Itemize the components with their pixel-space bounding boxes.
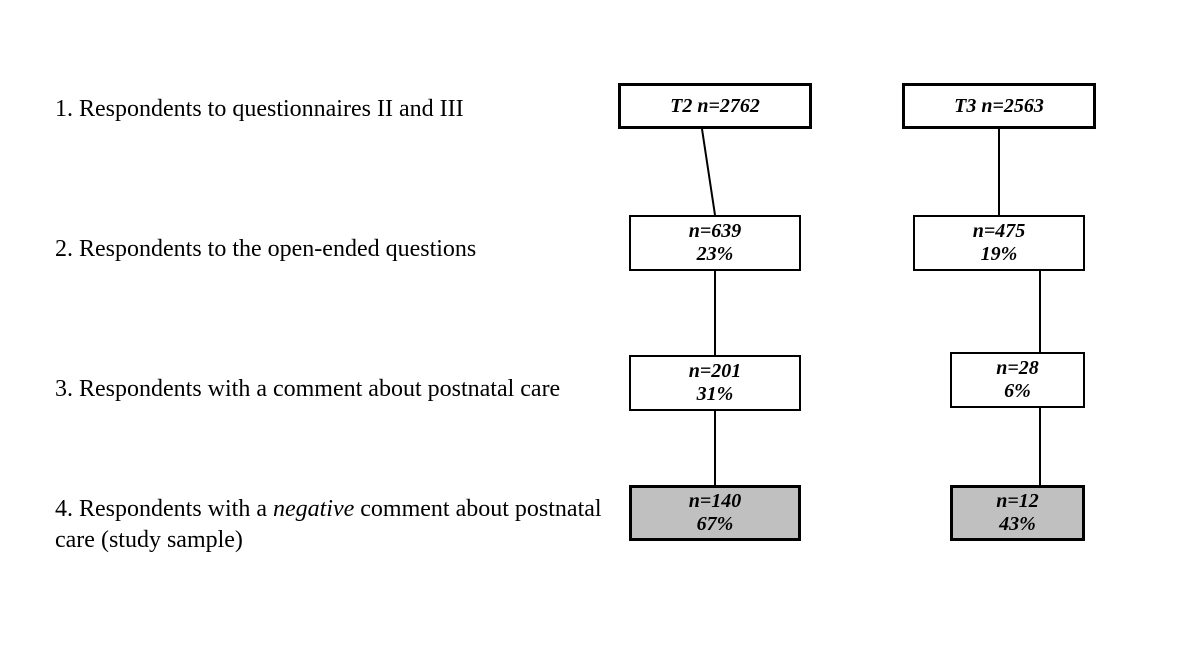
node-text: n=475 xyxy=(919,220,1079,243)
node-text: 43% xyxy=(957,513,1078,536)
flow-node: T2 n=2762 xyxy=(618,83,812,129)
row-label: 1. Respondents to questionnaires II and … xyxy=(55,94,575,125)
flow-node: n=14067% xyxy=(629,485,801,541)
flow-node: n=286% xyxy=(950,352,1085,408)
node-text: n=28 xyxy=(956,357,1079,380)
flow-node: n=1243% xyxy=(950,485,1085,541)
node-text: T3 n=2563 xyxy=(909,95,1089,118)
node-text: 31% xyxy=(635,383,795,406)
node-text: n=201 xyxy=(635,360,795,383)
node-text: 6% xyxy=(956,380,1079,403)
node-text: n=12 xyxy=(957,490,1078,513)
flowchart-canvas: 1. Respondents to questionnaires II and … xyxy=(0,0,1200,649)
node-text: n=140 xyxy=(636,490,794,513)
row-label: 2. Respondents to the open-ended questio… xyxy=(55,234,575,265)
edge xyxy=(702,129,715,215)
flow-node: T3 n=2563 xyxy=(902,83,1096,129)
node-text: 23% xyxy=(635,243,795,266)
node-text: 67% xyxy=(636,513,794,536)
row-label: care (study sample) xyxy=(55,525,645,556)
node-text: n=639 xyxy=(635,220,795,243)
node-text: 19% xyxy=(919,243,1079,266)
flow-node: n=47519% xyxy=(913,215,1085,271)
row-label: 3. Respondents with a comment about post… xyxy=(55,374,615,405)
flow-node: n=20131% xyxy=(629,355,801,411)
row-label: 4. Respondents with a negative comment a… xyxy=(55,494,645,525)
node-text: T2 n=2762 xyxy=(625,95,805,118)
flow-node: n=63923% xyxy=(629,215,801,271)
